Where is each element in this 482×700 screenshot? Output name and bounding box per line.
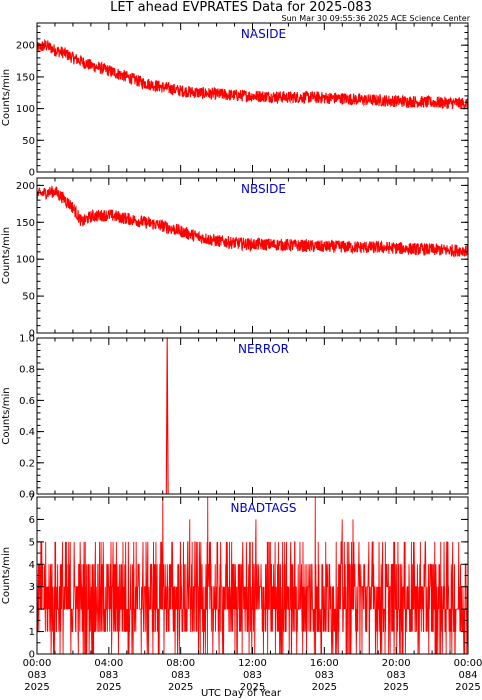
y-tick-label: 50 (22, 136, 35, 147)
series-line-nbside (36, 185, 469, 259)
panel-naside: 0 50 100 150 200 Counts/min NASIDE (1, 22, 469, 179)
panel-title: NASIDE (241, 27, 286, 41)
y-tick-label: 50 (22, 292, 35, 303)
panel-title: NBSIDE (241, 182, 286, 196)
y-tick-label: 0 (29, 329, 35, 340)
y-axis-label: Counts/min (1, 547, 12, 604)
x-tick-year: 2025 (168, 682, 193, 693)
x-tick-labels: 00:00083202504:00083202508:00083202512:0… (23, 658, 482, 693)
x-tick-doy: 083 (243, 670, 262, 681)
y-tick-label: 200 (16, 181, 35, 192)
y-tick-label: 1.0 (19, 334, 35, 345)
y-axis-label: Counts/min (1, 387, 12, 444)
x-axis-label: UTC Day of Year (201, 688, 282, 699)
chart-panels: 050100150200Counts/minNASIDE050100150200… (1, 22, 469, 661)
y-axis-label: Counts/min (1, 227, 12, 284)
y-tick-label: 100 (16, 104, 35, 115)
y-tick-label: 4 (29, 560, 35, 571)
y-tick-label: 200 (16, 41, 35, 52)
y-tick-label: 2 (29, 605, 35, 616)
generation-timestamp: Sun Mar 30 09:55:36 2025 ACE Science Cen… (282, 14, 471, 23)
x-tick-time: 16:00 (310, 658, 339, 669)
y-tick-label: 7 (29, 493, 35, 504)
panel-title: NERROR (238, 342, 289, 356)
y-tick-label: 3 (29, 582, 35, 593)
x-tick-year: 2025 (96, 682, 121, 693)
y-tick-label: 0.2 (19, 458, 35, 469)
panel-frame (36, 337, 469, 495)
x-tick-year: 2025 (383, 682, 408, 693)
x-tick-time: 00:00 (23, 658, 52, 669)
x-tick-time: 00:00 (454, 658, 482, 669)
x-tick-time: 04:00 (94, 658, 123, 669)
panel-frame (36, 177, 469, 334)
x-tick-year: 2025 (312, 682, 337, 693)
y-axis-label: Counts/min (1, 69, 12, 126)
x-tick-time: 12:00 (238, 658, 267, 669)
panel-nbadtags: 0 1 2 3 4 5 6 7 Counts/min NBADTAGS (1, 493, 469, 661)
series-line-nbadtags (36, 496, 469, 655)
y-tick-label: 5 (29, 537, 35, 548)
figure-title: LET ahead EVPRATES Data for 2025-083 (110, 0, 372, 15)
panel-nerror: 0.0 0.2 0.4 0.6 0.8 1.0 Counts/min NERROR (1, 334, 469, 501)
y-tick-label: 100 (16, 255, 35, 266)
panel-title: NBADTAGS (231, 501, 297, 515)
x-tick-year: 2025 (455, 682, 480, 693)
x-tick-year: 2025 (240, 682, 265, 693)
y-tick-label: 150 (16, 218, 35, 229)
y-tick-label: 6 (29, 515, 35, 526)
series-line-nerror (37, 337, 468, 495)
series-line-naside (36, 38, 469, 110)
x-tick-time: 08:00 (166, 658, 195, 669)
x-tick-year: 2025 (24, 682, 49, 693)
x-tick-doy: 083 (171, 670, 190, 681)
x-tick-doy: 083 (315, 670, 334, 681)
x-tick-doy: 083 (99, 670, 118, 681)
x-tick-time: 20:00 (382, 658, 411, 669)
panel-nbside: 0 50 100 150 200 Counts/min NBSIDE (1, 177, 469, 340)
x-tick-doy: 084 (458, 670, 477, 681)
x-tick-doy: 083 (387, 670, 406, 681)
y-tick-label: 0.8 (19, 365, 35, 376)
y-tick-label: 150 (16, 72, 35, 83)
y-tick-label: 1 (29, 627, 35, 638)
y-tick-label: 0.0 (19, 490, 35, 501)
y-tick-label: 0 (29, 168, 35, 179)
y-tick-label: 0 (29, 650, 35, 661)
x-tick-doy: 083 (27, 670, 46, 681)
y-tick-label: 0.6 (19, 396, 35, 407)
y-tick-label: 0.4 (19, 427, 35, 438)
